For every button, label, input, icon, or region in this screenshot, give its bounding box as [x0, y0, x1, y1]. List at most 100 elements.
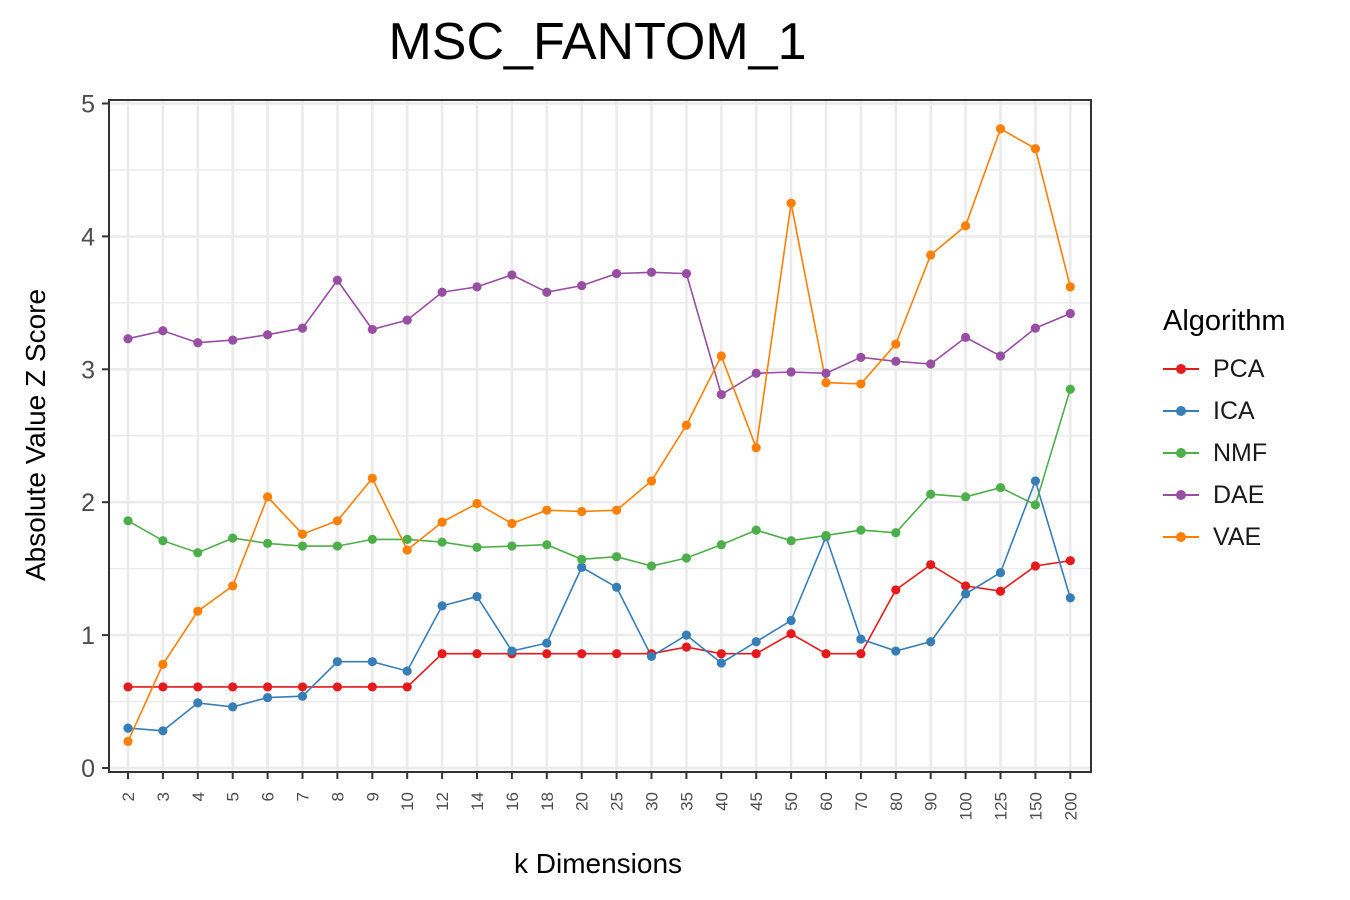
data-point-nmf — [646, 561, 657, 571]
data-point-pca — [472, 649, 482, 659]
data-point-pca — [891, 585, 901, 595]
legend-item-vae: VAE — [1163, 516, 1286, 558]
legend: Algorithm PCA ICA NMF DAE VAE — [1163, 305, 1286, 558]
data-point-ica — [612, 582, 622, 592]
x-tick-label: 2 — [119, 792, 138, 801]
x-tick-label: 20 — [573, 792, 592, 811]
data-point-nmf — [158, 536, 168, 546]
data-point-nmf — [1065, 384, 1075, 394]
data-point-dae — [263, 330, 273, 340]
x-tick-label: 90 — [922, 792, 941, 811]
plot-panel-border — [108, 99, 1092, 773]
legend-title: Algorithm — [1163, 305, 1286, 337]
x-tick-label: 70 — [852, 792, 871, 811]
data-point-nmf — [193, 548, 203, 558]
data-point-dae — [297, 323, 308, 333]
data-point-dae — [751, 368, 761, 378]
data-point-nmf — [751, 525, 761, 535]
data-point-nmf — [228, 533, 238, 543]
data-point-pca — [1030, 561, 1040, 571]
data-point-vae — [786, 198, 796, 208]
data-point-nmf — [577, 554, 587, 564]
data-point-dae — [926, 359, 936, 369]
legend-key-dae — [1163, 485, 1199, 505]
series-line-dae — [127, 271, 1071, 396]
data-point-nmf — [716, 540, 726, 550]
data-point-dae — [961, 332, 971, 343]
data-point-nmf — [297, 541, 308, 551]
data-point-ica — [751, 637, 761, 647]
data-point-nmf — [856, 525, 866, 535]
data-point-vae — [1065, 282, 1075, 292]
data-point-dae — [367, 324, 377, 335]
data-point-vae — [263, 492, 273, 502]
data-point-pca — [856, 649, 866, 659]
legend-label-ica: ICA — [1213, 396, 1255, 425]
data-point-dae — [437, 287, 447, 297]
data-point-nmf — [507, 541, 517, 551]
data-point-ica — [542, 638, 552, 648]
data-point-vae — [995, 124, 1006, 134]
legend-key-pca — [1163, 359, 1199, 379]
x-tick-label: 14 — [468, 792, 487, 811]
data-point-pca — [926, 560, 936, 570]
data-point-ica — [646, 651, 657, 661]
data-point-pca — [577, 649, 587, 659]
data-point-dae — [123, 334, 133, 344]
data-point-ica — [1065, 593, 1075, 603]
data-point-vae — [228, 581, 238, 591]
data-point-pca — [367, 682, 377, 692]
data-point-dae — [193, 338, 203, 348]
legend-label-pca: PCA — [1213, 354, 1265, 383]
x-tick-label: 80 — [887, 792, 906, 811]
data-point-ica — [228, 702, 238, 712]
data-point-vae — [472, 498, 482, 509]
data-point-ica — [926, 637, 936, 647]
x-tick-label: 9 — [363, 792, 382, 801]
data-point-dae — [1065, 308, 1075, 319]
legend-key-vae — [1163, 527, 1199, 547]
data-point-pca — [751, 649, 761, 659]
data-point-vae — [751, 443, 761, 453]
data-point-vae — [577, 506, 587, 517]
data-point-vae — [193, 606, 203, 616]
data-point-pca — [681, 642, 692, 652]
data-point-vae — [1030, 144, 1040, 154]
data-point-nmf — [821, 530, 831, 541]
data-point-ica — [402, 666, 412, 676]
data-point-nmf — [995, 482, 1006, 493]
data-point-ica — [263, 692, 273, 703]
data-point-nmf — [263, 538, 273, 548]
legend-label-vae: VAE — [1213, 522, 1262, 551]
data-point-pca — [402, 682, 412, 692]
y-tick-label: 2 — [81, 489, 95, 517]
data-point-ica — [437, 601, 447, 611]
x-tick-label: 18 — [538, 792, 557, 811]
y-axis-label: Absolute Value Z Score — [20, 288, 51, 582]
legend-item-ica: ICA — [1163, 390, 1286, 432]
data-point-vae — [542, 505, 552, 515]
data-point-ica — [961, 589, 971, 599]
data-point-dae — [681, 269, 692, 279]
data-point-nmf — [1030, 500, 1040, 510]
data-point-vae — [402, 545, 412, 555]
data-point-dae — [891, 356, 901, 366]
data-point-vae — [297, 529, 308, 539]
data-point-pca — [437, 649, 447, 659]
data-point-vae — [507, 518, 517, 529]
data-point-nmf — [123, 516, 133, 526]
legend-item-dae: DAE — [1163, 474, 1286, 516]
x-tick-label: 35 — [677, 792, 696, 811]
data-point-vae — [821, 377, 831, 388]
data-point-vae — [332, 516, 342, 526]
data-point-vae — [891, 339, 901, 349]
data-point-dae — [402, 315, 412, 325]
data-point-vae — [158, 659, 168, 669]
data-point-dae — [332, 275, 342, 285]
data-point-ica — [367, 657, 377, 667]
data-point-vae — [646, 476, 657, 486]
data-point-nmf — [786, 536, 796, 546]
data-point-vae — [856, 379, 866, 389]
data-point-vae — [716, 351, 726, 361]
